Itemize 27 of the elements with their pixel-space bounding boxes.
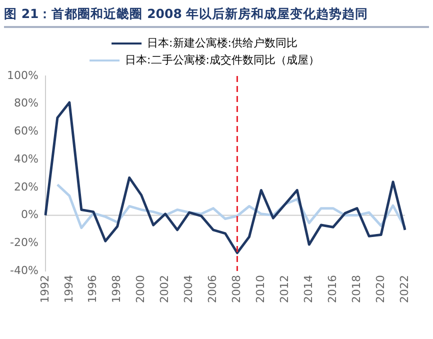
x-tick-label: 2002 (158, 275, 172, 304)
y-tick-label: -20% (10, 236, 38, 250)
y-tick-label: -40% (10, 264, 38, 277)
x-tick-label: 1998 (110, 275, 124, 304)
legend-label: 日本:新建公寓楼:供给户数同比 (147, 36, 298, 50)
x-tick-label: 1996 (86, 275, 100, 304)
x-tick-label: 2020 (374, 275, 387, 304)
x-tick-label: 2006 (206, 275, 220, 304)
x-tick-label: 2022 (398, 275, 411, 304)
x-tick-label: 2008 (230, 275, 244, 304)
x-tick-label: 2016 (326, 275, 339, 304)
y-tick-label: 20% (14, 180, 38, 194)
x-tick-label: 1994 (62, 275, 76, 304)
y-tick-label: 0% (20, 208, 38, 222)
legend-label: 日本:二手公寓楼:成交件数同比（成屋） (125, 53, 320, 66)
y-tick-label: 60% (14, 124, 38, 138)
y-tick-label: 80% (14, 96, 38, 110)
y-tick-label: 40% (14, 152, 38, 166)
x-tick-label: 2004 (182, 275, 196, 304)
x-tick-label: 2012 (278, 275, 292, 304)
x-tick-label: 2018 (350, 275, 363, 304)
x-tick-label: 2000 (134, 275, 148, 304)
x-tick-label: 2014 (302, 275, 315, 304)
x-tick-label: 2010 (254, 275, 268, 304)
chart-title: 图 21：首都圈和近畿圈 2008 年以后新房和成屋变化趋势趋同 (4, 6, 429, 28)
y-tick-label: 100% (6, 68, 38, 82)
x-tick-label: 1992 (38, 275, 52, 304)
